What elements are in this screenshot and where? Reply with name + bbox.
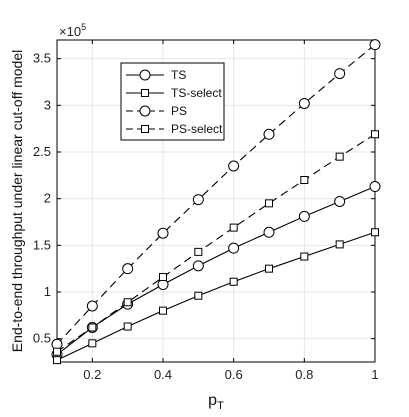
y-tick-label: 1.5 xyxy=(33,237,51,252)
legend-marker-ts xyxy=(139,69,151,81)
x-tick-label: 0.2 xyxy=(83,367,101,382)
x-axis: 0.2 0.4 0.6 0.8 1 xyxy=(83,40,379,382)
plot-frame xyxy=(56,39,376,363)
y-tick-label: 3 xyxy=(44,97,51,112)
data-point-ps-select xyxy=(335,152,344,161)
data-point-ts-select xyxy=(265,264,273,273)
legend-label-ps: PS xyxy=(171,104,187,118)
series-line-ts-select xyxy=(56,231,376,361)
data-point-ts xyxy=(369,181,381,193)
legend-label-ps-select: PS-select xyxy=(171,122,223,136)
y-tick-label: 1 xyxy=(44,284,51,299)
data-point-ps xyxy=(122,263,134,275)
data-point-ts-select xyxy=(123,322,132,331)
data-point-ps-select xyxy=(159,273,167,282)
legend-marker-ts-select xyxy=(141,89,149,97)
data-point-ts-select xyxy=(194,291,203,300)
data-point-ts-select xyxy=(159,306,167,315)
data-point-ts-select xyxy=(229,277,238,286)
data-point-ts xyxy=(298,210,310,222)
data-point-ps xyxy=(369,39,381,51)
data-point-ps-select xyxy=(53,347,61,356)
series-group xyxy=(51,39,381,365)
y-tick-label: 2 xyxy=(44,191,51,206)
legend-box xyxy=(120,62,225,141)
y-axis: 0.5 1 1.5 2 2.5 3 3.5 xyxy=(33,51,375,346)
data-point-ps-select xyxy=(123,298,132,307)
legend: TS TS-select PS PS-select xyxy=(120,62,225,141)
legend-marker-ps xyxy=(139,105,151,117)
series-line-ts xyxy=(56,186,376,355)
data-point-ps xyxy=(86,300,98,312)
data-point-ps-select xyxy=(194,247,203,256)
x-tick-label: 0.4 xyxy=(154,367,172,382)
data-point-ps-select xyxy=(265,199,273,208)
data-point-ts xyxy=(192,260,204,272)
y-tick-label: 3.5 xyxy=(33,51,51,66)
data-point-ps-select xyxy=(371,130,379,139)
data-point-ps-select xyxy=(229,223,238,232)
series-line-ps xyxy=(56,44,376,345)
data-point-ts xyxy=(263,226,275,238)
data-point-ps xyxy=(157,227,169,239)
legend-label-ts-select: TS-select xyxy=(171,86,222,100)
y-tick-label: 2.5 xyxy=(33,144,51,159)
y-tick-label: 0.5 xyxy=(33,331,51,346)
data-point-ps-select xyxy=(300,176,309,184)
data-point-ts-select xyxy=(53,356,61,365)
legend-marker-ps-select xyxy=(141,125,149,133)
x-axis-label: pT xyxy=(208,392,224,412)
data-point-ps xyxy=(228,160,240,172)
series-line-ps-select xyxy=(56,133,376,353)
data-point-ts xyxy=(334,195,346,207)
y-axis-label: End-to-end throughput under linear cut-o… xyxy=(9,50,25,353)
data-point-ts-select xyxy=(335,240,344,249)
y-axis-exponent: ×105 xyxy=(59,22,86,39)
data-point-ts-select xyxy=(300,252,309,261)
data-point-ps xyxy=(298,97,310,109)
x-tick-label: 0.8 xyxy=(295,367,313,382)
x-tick-label: 0.6 xyxy=(225,367,243,382)
data-point-ts-select xyxy=(88,339,97,348)
data-point-ts-select xyxy=(371,228,379,237)
data-point-ps-select xyxy=(88,323,97,332)
data-point-ps xyxy=(263,128,275,140)
data-point-ps xyxy=(334,68,346,80)
x-tick-label: 1 xyxy=(371,367,378,382)
data-point-ts xyxy=(228,242,240,254)
data-point-ps xyxy=(192,194,204,206)
legend-label-ts: TS xyxy=(171,68,186,82)
